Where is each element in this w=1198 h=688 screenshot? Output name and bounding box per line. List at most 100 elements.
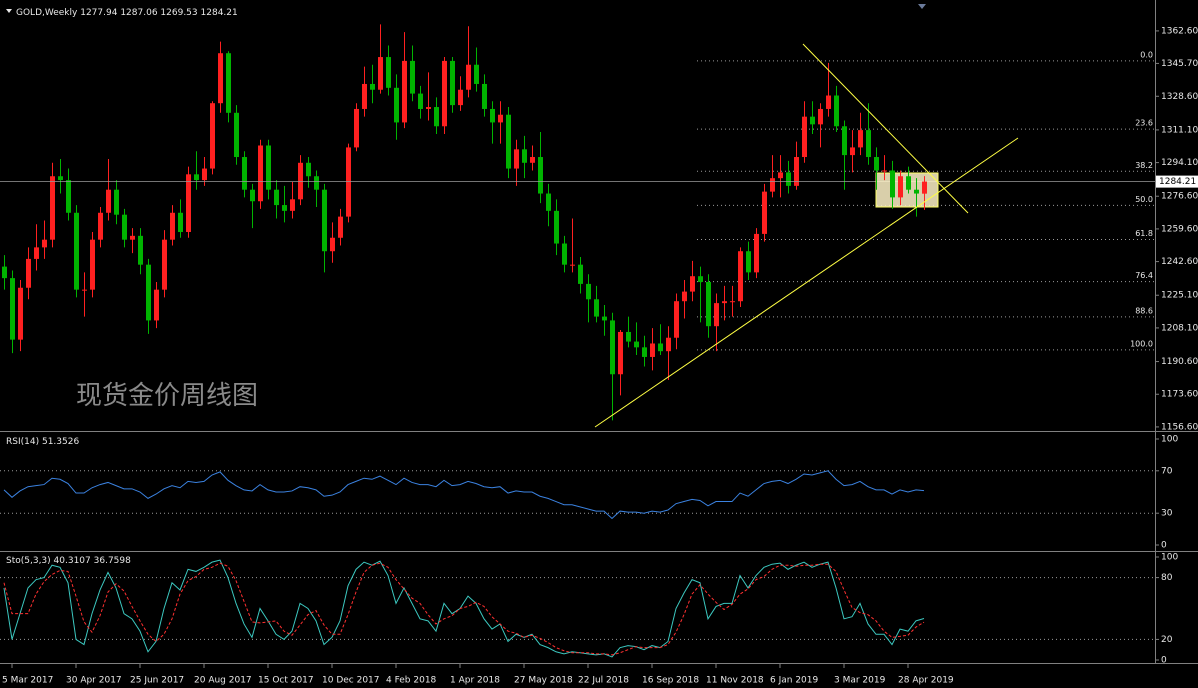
candle-body bbox=[810, 116, 815, 125]
candle-body bbox=[170, 212, 175, 240]
candle-body bbox=[490, 108, 495, 123]
candle-body bbox=[130, 235, 135, 240]
candle-body bbox=[34, 247, 39, 259]
ohlc-low: 1269.53 bbox=[160, 8, 197, 18]
y-tick-label: 80 bbox=[1161, 573, 1173, 583]
header: GOLD,Weekly 1277.94 1287.06 1269.53 1284… bbox=[16, 8, 238, 18]
y-tick-label: 1156.60 bbox=[1161, 422, 1198, 432]
candle-body bbox=[474, 64, 479, 84]
candle-body bbox=[82, 289, 87, 291]
candle-body bbox=[106, 189, 111, 213]
candle-body bbox=[802, 116, 807, 158]
current-price-label: 1284.21 bbox=[1159, 177, 1196, 187]
candle-body bbox=[762, 191, 767, 234]
candle-body bbox=[314, 176, 319, 190]
candle-body bbox=[818, 108, 823, 125]
candle-body bbox=[402, 60, 407, 123]
candle-body bbox=[690, 276, 695, 292]
indicator-value: 51.3526 bbox=[42, 437, 79, 447]
candle-body bbox=[210, 103, 215, 169]
x-tick-label: 28 Apr 2019 bbox=[898, 676, 954, 686]
candle-body bbox=[786, 172, 791, 186]
x-tick-label: 25 Jun 2017 bbox=[130, 676, 184, 686]
candle-body bbox=[754, 233, 759, 273]
plot: 0.0 23.6 38.2 50.0 61.8 76.4 88.6 100.0 bbox=[0, 24, 1155, 658]
candle-body bbox=[10, 278, 15, 340]
fib-label: 76.4 bbox=[1135, 271, 1153, 280]
candle-body bbox=[322, 189, 327, 252]
current-price-box bbox=[1156, 175, 1198, 188]
candle-body bbox=[266, 145, 271, 190]
x-tick-label: 4 Feb 2018 bbox=[386, 676, 437, 686]
ohlc-close: 1284.21 bbox=[201, 8, 238, 18]
candle-body bbox=[450, 60, 455, 106]
menu-arrow[interactable] bbox=[6, 9, 12, 13]
fib-label: 61.8 bbox=[1135, 229, 1153, 238]
candle-body bbox=[906, 176, 911, 190]
symbol: GOLD,Weekly bbox=[16, 8, 78, 18]
candle-body bbox=[394, 87, 399, 123]
y-tick-label: 20 bbox=[1161, 635, 1173, 645]
candle-body bbox=[434, 107, 439, 127]
candle-body bbox=[570, 264, 575, 266]
candle-body bbox=[154, 289, 159, 321]
x-tick-label: 27 May 2018 bbox=[514, 676, 573, 686]
ohlc-open: 1277.94 bbox=[80, 8, 117, 18]
indicator-line bbox=[3, 562, 925, 656]
candle-body bbox=[722, 301, 727, 304]
x-tick-label: 5 Mar 2017 bbox=[2, 676, 53, 686]
candle-body bbox=[522, 149, 527, 163]
candle-body bbox=[74, 212, 79, 290]
indicator-header: Sto(5,3,3) 40.3107 36.7598 bbox=[6, 556, 131, 566]
y-tick-label: 1259.60 bbox=[1161, 224, 1198, 234]
y-tick-label: 1328.60 bbox=[1161, 92, 1198, 102]
candle-body bbox=[586, 283, 591, 300]
candle-body bbox=[330, 237, 335, 252]
y-tick-label: 1173.60 bbox=[1161, 390, 1198, 400]
candle-body bbox=[770, 178, 775, 192]
candle-body bbox=[730, 301, 735, 303]
candle-body bbox=[234, 112, 239, 158]
fib-label: 100.0 bbox=[1130, 339, 1153, 348]
candle-body bbox=[426, 107, 431, 109]
candle-body bbox=[386, 57, 391, 88]
candle-body bbox=[274, 189, 279, 206]
candle-body bbox=[578, 264, 583, 284]
candle-body bbox=[250, 189, 255, 202]
fib-label: 50.0 bbox=[1135, 195, 1153, 204]
candle-body bbox=[890, 170, 895, 198]
candle-body bbox=[66, 180, 71, 213]
y-tick-label: 1190.60 bbox=[1161, 357, 1198, 367]
x-tick-label: 16 Sep 2018 bbox=[642, 676, 699, 686]
x-tick-label: 6 Jan 2019 bbox=[770, 676, 818, 686]
overlay: 1362.60 1345.70 1328.60 1311.10 1294.10 1276.… bbox=[2, 26, 1198, 686]
candle-body bbox=[178, 212, 183, 232]
candle-body bbox=[618, 331, 623, 375]
candle-body bbox=[258, 145, 263, 202]
candle-body bbox=[458, 89, 463, 106]
candle-body bbox=[610, 320, 615, 375]
resistance-trendline bbox=[802, 43, 969, 214]
candle-body bbox=[218, 53, 223, 104]
candle-body bbox=[42, 239, 47, 248]
fib-label: 38.2 bbox=[1135, 161, 1153, 170]
shift-marker bbox=[918, 4, 926, 9]
candle-body bbox=[90, 239, 95, 290]
x-tick-label: 10 Dec 2017 bbox=[322, 676, 380, 686]
y-tick-label: 1225.10 bbox=[1161, 291, 1198, 301]
candle-body bbox=[826, 95, 831, 109]
candle-body bbox=[378, 57, 383, 90]
candle-body bbox=[914, 189, 919, 194]
x-tick-label: 15 Oct 2017 bbox=[258, 676, 314, 686]
candle-body bbox=[602, 316, 607, 321]
candle-body bbox=[834, 95, 839, 127]
candle-body bbox=[466, 64, 471, 90]
candle-body bbox=[658, 343, 663, 352]
candle-body bbox=[738, 251, 743, 302]
candle-body bbox=[202, 168, 207, 181]
fib-label: 0.0 bbox=[1140, 50, 1153, 59]
candle-body bbox=[2, 266, 7, 279]
candle-body bbox=[546, 193, 551, 211]
y-tick-label: 1208.10 bbox=[1161, 323, 1198, 333]
